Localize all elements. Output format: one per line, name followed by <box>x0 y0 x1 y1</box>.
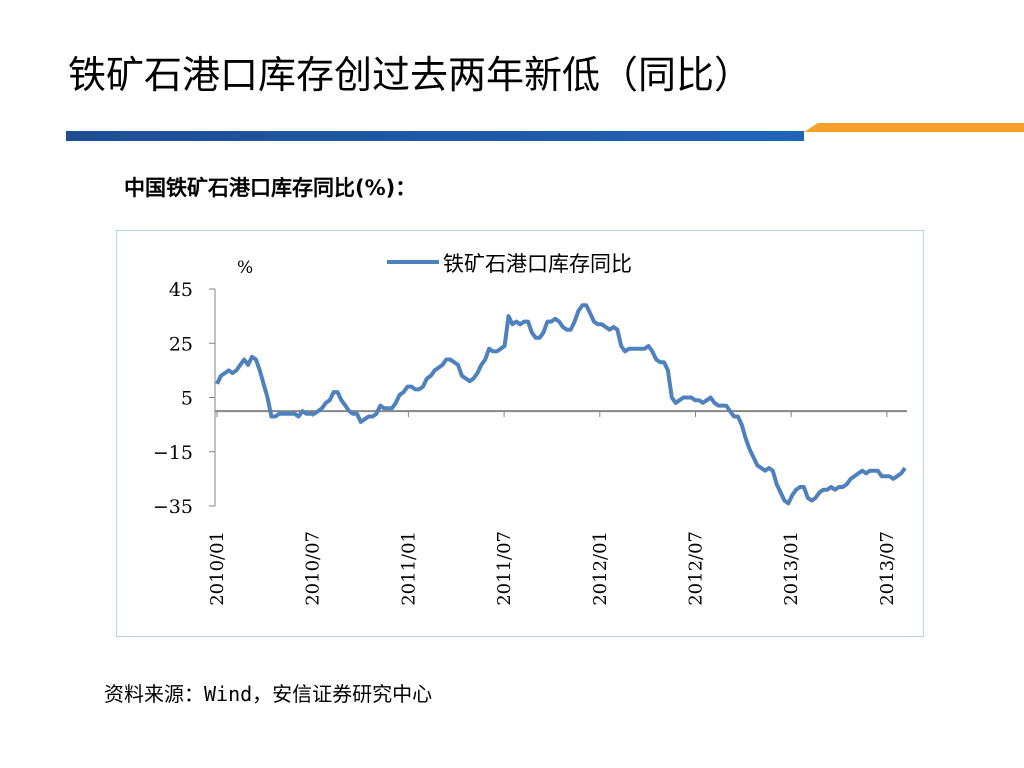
source-note: 资料来源：Wind，安信证券研究中心 <box>104 682 433 706</box>
x-tick-label: 2011/01 <box>398 531 419 606</box>
x-tick-label: 2013/01 <box>781 531 802 606</box>
y-axis-unit-label: % <box>237 258 253 278</box>
legend-label: 铁矿石港口库存同比 <box>443 252 632 276</box>
x-tick-label: 2011/07 <box>494 531 515 606</box>
x-tick-label: 2012/01 <box>590 531 611 606</box>
x-tick-label: 2012/07 <box>686 531 707 606</box>
title-underline-bar <box>66 131 804 141</box>
y-tick-label: −35 <box>153 496 193 518</box>
y-tick-label: −15 <box>153 442 193 464</box>
x-tick-label: 2013/07 <box>877 531 898 606</box>
series-line-iron-ore-inventory-yoy <box>215 303 907 506</box>
y-tick-label: 5 <box>181 388 193 410</box>
chart-frame: 45 25 5 −15 −35% 2010/01 2010/07 2011/01 2011/07… <box>116 230 924 637</box>
title-accent-bar <box>804 123 1024 132</box>
y-tick-label: 25 <box>169 333 193 355</box>
y-tick-label: 45 <box>169 279 193 301</box>
line-chart: 45 25 5 −15 −35% 2010/01 2010/07 2011/01 2011/07… <box>153 252 907 606</box>
x-tick-label: 2010/07 <box>303 531 324 606</box>
chart-subtitle: 中国铁矿石港口库存同比(%)： <box>124 176 417 200</box>
slide-title: 铁矿石港口库存创过去两年新低（同比） <box>68 53 753 97</box>
x-tick-label: 2010/01 <box>207 531 228 606</box>
